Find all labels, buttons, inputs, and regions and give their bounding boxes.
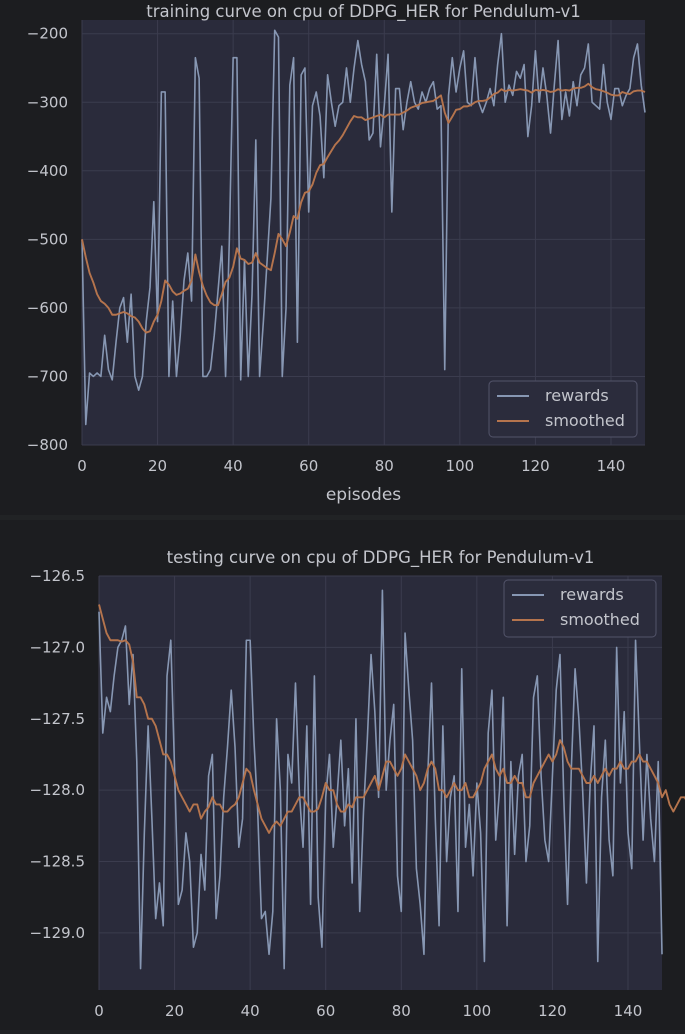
y-tick-label: −129.0 bbox=[29, 924, 85, 942]
y-tick-label: −128.0 bbox=[29, 781, 85, 799]
x-tick-label: 40 bbox=[224, 457, 243, 475]
x-tick-label: 120 bbox=[521, 457, 550, 475]
y-tick-label: −500 bbox=[27, 230, 68, 248]
y-tick-label: −400 bbox=[27, 162, 68, 180]
x-tick-label: 120 bbox=[538, 1002, 567, 1020]
y-tick-label: −300 bbox=[27, 93, 68, 111]
legend-label-smoothed: smoothed bbox=[545, 411, 625, 430]
x-tick-label: 40 bbox=[241, 1002, 260, 1020]
legend: rewards smoothed bbox=[489, 381, 637, 437]
y-tick-label: −128.5 bbox=[29, 853, 85, 871]
legend-label-smoothed: smoothed bbox=[560, 610, 640, 629]
y-tick-label: −800 bbox=[27, 436, 68, 454]
x-tick-label: 20 bbox=[148, 457, 167, 475]
x-tick-label: 0 bbox=[94, 1002, 104, 1020]
chart-title: testing curve on cpu of DDPG_HER for Pen… bbox=[167, 548, 595, 568]
y-tick-label: −700 bbox=[27, 367, 68, 385]
testing-chart-panel: 0 20 40 60 80 100 120 140 −129.0 −128.5 −128.0 −127… bbox=[0, 520, 685, 1030]
legend-label-rewards: rewards bbox=[560, 585, 624, 604]
x-axis-label: episodes bbox=[326, 485, 401, 505]
x-tick-label: 80 bbox=[392, 1002, 411, 1020]
y-tick-label: −600 bbox=[27, 299, 68, 317]
x-tick-label: 100 bbox=[446, 457, 475, 475]
y-tick-label: −127.5 bbox=[29, 710, 85, 728]
x-tick-label: 20 bbox=[165, 1002, 184, 1020]
y-tick-label: −126.5 bbox=[29, 567, 85, 585]
y-tick-label: −127.0 bbox=[29, 638, 85, 656]
training-chart: 0 20 40 60 80 100 120 140 −800 −700 −600 −500 −400 −3… bbox=[0, 0, 685, 515]
x-tick-label: 0 bbox=[77, 457, 87, 475]
training-chart-panel: 0 20 40 60 80 100 120 140 −800 −700 −600 −500 −400 −3… bbox=[0, 0, 685, 515]
legend: rewards smoothed bbox=[504, 580, 656, 637]
chart-title: training curve on cpu of DDPG_HER for Pe… bbox=[146, 2, 581, 22]
x-tick-label: 140 bbox=[614, 1002, 643, 1020]
y-tick-label: −200 bbox=[27, 25, 68, 43]
x-tick-label: 100 bbox=[463, 1002, 492, 1020]
legend-label-rewards: rewards bbox=[545, 386, 609, 405]
x-tick-label: 80 bbox=[375, 457, 394, 475]
testing-chart: 0 20 40 60 80 100 120 140 −129.0 −128.5 −128.0 −127… bbox=[0, 520, 685, 1030]
x-tick-label: 60 bbox=[299, 457, 318, 475]
x-tick-label: 60 bbox=[316, 1002, 335, 1020]
x-tick-label: 140 bbox=[597, 457, 626, 475]
